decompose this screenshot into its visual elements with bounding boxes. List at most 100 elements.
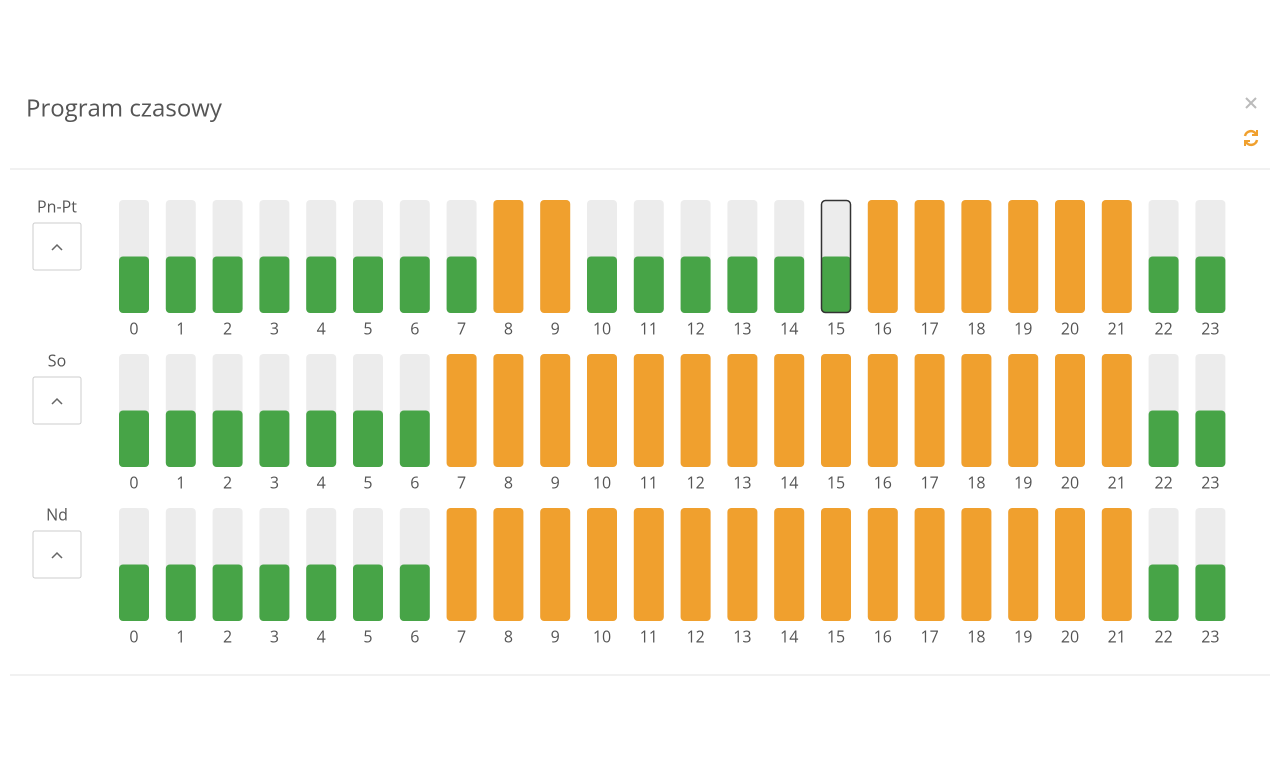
slot-level[interactable] <box>446 256 477 314</box>
slot-level[interactable] <box>1055 200 1085 313</box>
hour-label: 21 <box>1108 317 1126 339</box>
slot-level[interactable] <box>1008 200 1039 313</box>
slot-level[interactable] <box>961 508 992 621</box>
slot-level[interactable] <box>1101 200 1132 313</box>
chevron-icon <box>51 551 63 559</box>
close-button[interactable] <box>1245 97 1257 109</box>
hour-label: 23 <box>1201 625 1219 647</box>
slot-level[interactable] <box>867 354 898 467</box>
slot-level[interactable] <box>774 508 805 621</box>
hour-label: 18 <box>967 317 985 339</box>
slot-level[interactable] <box>119 256 149 314</box>
slot-level[interactable] <box>259 410 290 468</box>
slot-level[interactable] <box>399 256 430 314</box>
slot-level[interactable] <box>119 410 149 468</box>
slot-level[interactable] <box>821 354 851 467</box>
slot-level[interactable] <box>306 256 337 314</box>
slot-level[interactable] <box>587 354 617 467</box>
slot-level[interactable] <box>212 410 243 468</box>
collapse-button[interactable] <box>32 222 82 271</box>
hour-label: 4 <box>317 317 326 339</box>
slot-level[interactable] <box>446 354 477 467</box>
slot-level[interactable] <box>493 200 524 313</box>
slot-level[interactable] <box>821 508 851 621</box>
slot-level[interactable] <box>540 200 571 313</box>
slot-level[interactable] <box>867 200 898 313</box>
slot-level[interactable] <box>399 564 430 622</box>
slot-level[interactable] <box>306 564 337 622</box>
slot-level[interactable] <box>914 354 945 467</box>
hour-label: 22 <box>1154 625 1172 647</box>
slot-level[interactable] <box>587 508 617 621</box>
slot-level[interactable] <box>165 564 196 622</box>
slot-level[interactable] <box>680 256 711 314</box>
slot-level[interactable] <box>961 354 992 467</box>
slot-level[interactable] <box>1148 564 1179 622</box>
slot-level[interactable] <box>821 256 851 314</box>
slot-level[interactable] <box>212 564 243 622</box>
slot-level[interactable] <box>774 354 805 467</box>
slot-level[interactable] <box>165 410 196 468</box>
slot-level[interactable] <box>727 256 758 314</box>
slot-level[interactable] <box>914 508 945 621</box>
slot-level[interactable] <box>212 256 243 314</box>
hour-label: 15 <box>827 317 845 339</box>
slot-level[interactable] <box>633 354 664 467</box>
slot-level[interactable] <box>961 200 992 313</box>
slot-level[interactable] <box>680 354 711 467</box>
slot-level[interactable] <box>259 256 290 314</box>
slot-level[interactable] <box>306 410 337 468</box>
row-label: Pn-Pt <box>37 195 77 217</box>
hour-label: 21 <box>1108 625 1126 647</box>
slot-level[interactable] <box>1195 256 1226 314</box>
collapse-button[interactable] <box>32 530 82 579</box>
hour-label: 7 <box>457 471 466 493</box>
slot-level[interactable] <box>259 564 290 622</box>
slot-level[interactable] <box>727 354 758 467</box>
collapse-button[interactable] <box>32 376 82 425</box>
slot-level[interactable] <box>353 564 383 622</box>
dialog-title: Program czasowy <box>26 91 223 124</box>
hour-label: 20 <box>1061 317 1079 339</box>
hour-label: 1 <box>176 471 185 493</box>
slot-level[interactable] <box>1008 354 1039 467</box>
slot-level[interactable] <box>680 508 711 621</box>
slot-level[interactable] <box>1008 508 1039 621</box>
hour-label: 16 <box>874 317 892 339</box>
slot-level[interactable] <box>1148 256 1179 314</box>
slot-level[interactable] <box>587 256 617 314</box>
hour-label: 17 <box>920 625 938 647</box>
slot-level[interactable] <box>1101 508 1132 621</box>
slot-level[interactable] <box>1195 564 1226 622</box>
slot-level[interactable] <box>540 354 571 467</box>
hour-label: 1 <box>176 317 185 339</box>
hour-label: 22 <box>1154 317 1172 339</box>
slot-level[interactable] <box>446 508 477 621</box>
slot-level[interactable] <box>633 256 664 314</box>
slot-level[interactable] <box>1055 354 1085 467</box>
slot-level[interactable] <box>867 508 898 621</box>
hour-label: 13 <box>733 317 751 339</box>
hour-label: 10 <box>593 317 611 339</box>
slot-level[interactable] <box>1101 354 1132 467</box>
slot-level[interactable] <box>353 256 383 314</box>
hour-label: 9 <box>551 471 560 493</box>
slot-level[interactable] <box>493 508 524 621</box>
slot-level[interactable] <box>540 508 571 621</box>
slot-level[interactable] <box>727 508 758 621</box>
slot-level[interactable] <box>774 256 805 314</box>
slot-level[interactable] <box>119 564 149 622</box>
slot-level[interactable] <box>1055 508 1085 621</box>
slot-level[interactable] <box>353 410 383 468</box>
slot-level[interactable] <box>1195 410 1226 468</box>
slot-level[interactable] <box>1148 410 1179 468</box>
slot-level[interactable] <box>914 200 945 313</box>
slot-level[interactable] <box>399 410 430 468</box>
hour-label: 6 <box>410 625 419 647</box>
slot-level[interactable] <box>633 508 664 621</box>
hour-label: 9 <box>551 317 560 339</box>
slot-level[interactable] <box>493 354 524 467</box>
slot-level[interactable] <box>165 256 196 314</box>
refresh-button[interactable] <box>1243 129 1259 147</box>
